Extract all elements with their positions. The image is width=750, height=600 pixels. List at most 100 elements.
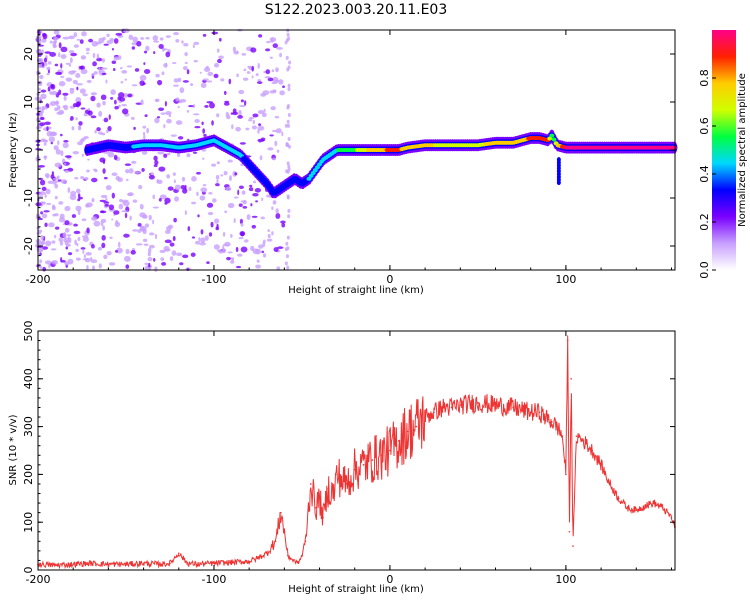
spectrogram-noise-blob bbox=[82, 249, 85, 254]
spectrogram-noise-blob bbox=[184, 61, 188, 65]
spectrogram-noise-blob bbox=[275, 67, 279, 73]
spectrogram-noise-blob bbox=[40, 89, 47, 93]
spectrogram-noise-blob bbox=[64, 220, 70, 226]
spectrogram-noise-blob bbox=[60, 133, 63, 137]
spectrogram-noise-blob bbox=[111, 218, 114, 221]
spectrogram-noise-blob bbox=[180, 98, 187, 103]
spectrogram-noise-blob bbox=[44, 121, 51, 126]
spectrogram-noise-blob bbox=[117, 241, 121, 248]
spectrogram-noise-blob bbox=[103, 254, 108, 260]
snr-data-point bbox=[406, 430, 409, 433]
spectrogram-noise-blob bbox=[114, 99, 117, 105]
spectrogram-noise-blob bbox=[47, 61, 52, 65]
spectrogram-noise-blob bbox=[83, 254, 86, 259]
spectrogram-noise-blob bbox=[157, 151, 165, 155]
spectrogram-noise-blob bbox=[199, 71, 202, 74]
spectrogram-noise-blob bbox=[248, 119, 253, 122]
spectrogram-noise-blob bbox=[40, 211, 43, 215]
spectrogram-noise-blob bbox=[286, 32, 290, 37]
spectrogram-noise-blob bbox=[65, 77, 73, 82]
colorbar-label: Normalized spectral amplitude bbox=[737, 73, 748, 227]
spectrogram-ridge-core bbox=[306, 176, 312, 181]
spectrogram-noise-blob bbox=[77, 237, 81, 242]
spectrogram-noise-blob bbox=[262, 253, 267, 258]
spectrogram-noise-blob bbox=[148, 262, 151, 268]
spectrogram-noise-blob bbox=[182, 254, 189, 259]
snr-data-point bbox=[575, 435, 578, 437]
spectrogram-noise-blob bbox=[49, 52, 57, 57]
spectrogram-noise-blob bbox=[134, 68, 140, 72]
spectrogram-noise-blob bbox=[41, 246, 49, 250]
spectrogram-noise-blob bbox=[181, 176, 186, 182]
spectrogram-noise-blob bbox=[107, 151, 115, 158]
spectrogram-noise-blob bbox=[197, 214, 200, 218]
spectrogram-noise-blob bbox=[265, 48, 271, 52]
spectrogram-noise-blob bbox=[269, 90, 277, 94]
spectrogram-noise-blob bbox=[108, 262, 116, 266]
spectrogram-noise-blob bbox=[71, 214, 77, 218]
spectrogram-noise-blob bbox=[266, 40, 271, 44]
snr-data-point bbox=[380, 454, 382, 457]
spectrogram-noise-blob bbox=[62, 232, 67, 238]
spectrogram-noise-blob bbox=[98, 37, 105, 44]
spectrogram-noise-blob bbox=[187, 226, 191, 232]
snr-data-point bbox=[397, 440, 400, 442]
spectrogram-noise-blob bbox=[175, 97, 180, 102]
snr-data-point bbox=[318, 497, 321, 500]
spectrogram-noise-blob bbox=[68, 252, 73, 256]
spectrogram-noise-blob bbox=[121, 210, 128, 213]
spectrogram-noise-blob bbox=[94, 129, 97, 134]
spectrogram-noise-blob bbox=[164, 100, 167, 107]
spectrogram-noise-blob bbox=[201, 149, 207, 152]
spectrogram-noise-blob bbox=[143, 69, 151, 74]
spectrogram-noise-blob bbox=[179, 87, 185, 94]
spectrogram-noise-blob bbox=[131, 160, 137, 164]
spectrogram-noise-blob bbox=[225, 111, 229, 117]
spectrogram-noise-blob bbox=[236, 73, 239, 78]
spectrogram-noise-blob bbox=[249, 184, 253, 188]
spectrogram-noise-blob bbox=[45, 240, 52, 247]
spectrogram-noise-blob bbox=[161, 262, 167, 266]
snr-data-point bbox=[415, 425, 418, 428]
spectrogram-noise-blob bbox=[84, 257, 91, 263]
spectrogram-noise-blob bbox=[278, 79, 284, 85]
spectrogram-noise-blob bbox=[132, 36, 138, 43]
snr-data-point bbox=[213, 562, 215, 565]
spectrogram-noise-blob bbox=[259, 155, 263, 161]
spectrogram-noise-blob bbox=[216, 223, 219, 229]
spectrogram-noise-blob bbox=[99, 199, 106, 203]
spectrogram-xtick-label: 0 bbox=[386, 273, 393, 286]
spectrogram-noise-blob bbox=[138, 184, 143, 190]
spectrogram-noise-blob bbox=[125, 248, 130, 255]
spectrogram-noise-blob bbox=[287, 83, 291, 88]
spectrogram-noise-blob bbox=[58, 89, 62, 96]
spectrogram-noise-blob bbox=[286, 265, 290, 270]
spectrogram-noise-blob bbox=[184, 210, 187, 216]
spectrogram-noise-blob bbox=[119, 97, 126, 102]
spectrogram-noise-blob bbox=[286, 169, 290, 174]
spectrogram-ridge-core bbox=[310, 171, 316, 176]
snr-data-point bbox=[600, 464, 602, 466]
spectrogram-noise-blob bbox=[256, 259, 260, 263]
spectrogram-noise-blob bbox=[125, 169, 130, 174]
spectrogram-noise-blob bbox=[87, 158, 90, 161]
snr-data-point bbox=[107, 563, 110, 566]
spectrogram-noise-blob bbox=[251, 75, 254, 79]
spectrogram-noise-blob bbox=[275, 79, 280, 83]
snr-data-point bbox=[309, 483, 312, 485]
spectrogram-noise-blob bbox=[115, 219, 119, 225]
spectrogram-noise-blob bbox=[285, 38, 289, 43]
spectrogram-noise-blob bbox=[144, 223, 150, 228]
spectrogram-noise-blob bbox=[87, 108, 91, 111]
spectrogram-noise-blob bbox=[70, 70, 77, 73]
spectrogram-noise-blob bbox=[81, 31, 87, 37]
spectrogram-noise-blob bbox=[154, 233, 158, 240]
spectrogram-noise-blob bbox=[54, 195, 58, 200]
spectrogram-noise-blob bbox=[211, 120, 214, 126]
spectrogram-noise-blob bbox=[121, 69, 128, 74]
spectrogram-noise-blob bbox=[62, 105, 66, 109]
spectrogram-noise-blob bbox=[193, 59, 198, 63]
spectrogram-noise-blob bbox=[175, 120, 183, 125]
spectrogram-noise-blob bbox=[41, 186, 47, 191]
spectrogram-noise-blob bbox=[168, 114, 172, 118]
